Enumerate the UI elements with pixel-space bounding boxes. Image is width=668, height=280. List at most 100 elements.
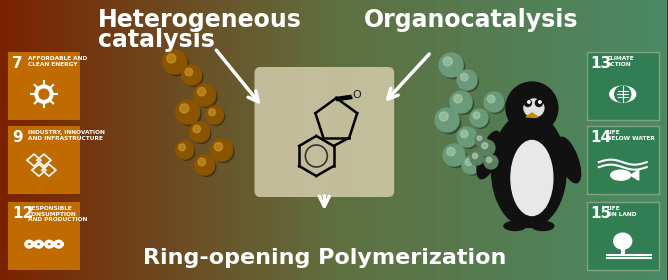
Circle shape [460,73,478,92]
FancyBboxPatch shape [8,126,80,194]
FancyBboxPatch shape [587,202,659,270]
Circle shape [460,73,468,81]
Text: Heterogeneous: Heterogeneous [98,8,302,32]
Text: Organocatalysis: Organocatalysis [364,8,578,32]
Circle shape [488,95,495,103]
Circle shape [442,56,465,79]
Ellipse shape [492,113,566,227]
Circle shape [182,65,202,85]
Ellipse shape [504,221,526,230]
Text: catalysis: catalysis [98,28,214,52]
Ellipse shape [524,99,544,117]
Circle shape [176,100,200,124]
Circle shape [446,147,467,168]
Ellipse shape [610,86,636,102]
Circle shape [35,85,53,103]
Circle shape [178,143,195,160]
Circle shape [439,53,463,77]
Circle shape [194,84,216,106]
Circle shape [39,89,49,99]
Circle shape [486,157,499,170]
FancyBboxPatch shape [8,52,80,120]
Circle shape [476,136,488,147]
FancyBboxPatch shape [255,67,394,197]
Circle shape [214,143,222,151]
FancyBboxPatch shape [587,126,659,194]
FancyBboxPatch shape [587,52,659,120]
Circle shape [481,142,496,157]
Circle shape [208,109,216,116]
Circle shape [179,144,186,151]
Circle shape [184,67,203,87]
Circle shape [190,122,210,142]
Text: RESPONSIBLE
CONSUMPTION
AND PRODUCTION: RESPONSIBLE CONSUMPTION AND PRODUCTION [28,206,88,222]
Circle shape [524,99,532,106]
Text: O: O [352,90,361,100]
Circle shape [210,139,232,161]
Text: CLIMATE
ACTION: CLIMATE ACTION [607,56,635,67]
Circle shape [475,134,487,146]
Circle shape [484,155,498,169]
Circle shape [163,50,186,74]
Circle shape [479,140,495,156]
Ellipse shape [557,137,580,183]
Ellipse shape [614,233,632,249]
Circle shape [538,101,541,103]
Text: 13: 13 [591,56,612,71]
Circle shape [484,92,504,112]
Circle shape [443,144,465,166]
Text: AFFORDABLE AND
CLEAN ENERGY: AFFORDABLE AND CLEAN ENERGY [28,56,88,67]
Circle shape [472,153,478,158]
Circle shape [482,143,488,149]
Circle shape [167,54,176,63]
Text: 15: 15 [591,206,612,221]
Circle shape [486,157,492,163]
Circle shape [198,158,206,166]
FancyBboxPatch shape [8,202,80,270]
Circle shape [435,108,459,132]
Circle shape [443,57,452,66]
Circle shape [166,53,188,76]
Circle shape [206,106,224,124]
Circle shape [208,108,225,125]
Text: 14: 14 [591,130,612,145]
Circle shape [197,88,206,96]
Circle shape [460,130,468,138]
Circle shape [464,158,482,175]
Circle shape [180,104,189,113]
Circle shape [453,94,474,115]
Circle shape [470,109,488,127]
Text: LIFE
ON LAND: LIFE ON LAND [607,206,636,217]
Circle shape [196,87,217,108]
Circle shape [615,86,631,102]
Text: 12: 12 [12,206,33,221]
Circle shape [447,148,455,156]
Ellipse shape [511,141,553,216]
Ellipse shape [611,170,631,180]
Circle shape [194,155,214,175]
Circle shape [185,68,192,76]
Polygon shape [526,113,538,117]
Ellipse shape [532,221,554,230]
Circle shape [454,95,462,103]
Circle shape [506,82,558,134]
Circle shape [462,156,480,174]
Circle shape [197,158,216,176]
Text: 9: 9 [12,130,23,145]
Circle shape [193,125,200,133]
Circle shape [477,136,482,141]
Circle shape [439,112,448,121]
Circle shape [457,127,477,147]
Circle shape [486,95,506,113]
Circle shape [472,153,485,166]
Circle shape [470,151,484,165]
Circle shape [450,91,472,113]
Ellipse shape [477,131,501,179]
Text: Ring-opening Polymerization: Ring-opening Polymerization [143,248,506,268]
Circle shape [528,101,530,103]
Circle shape [213,142,234,163]
Circle shape [438,111,461,134]
Circle shape [460,130,478,148]
Circle shape [535,99,542,106]
Circle shape [192,125,211,144]
